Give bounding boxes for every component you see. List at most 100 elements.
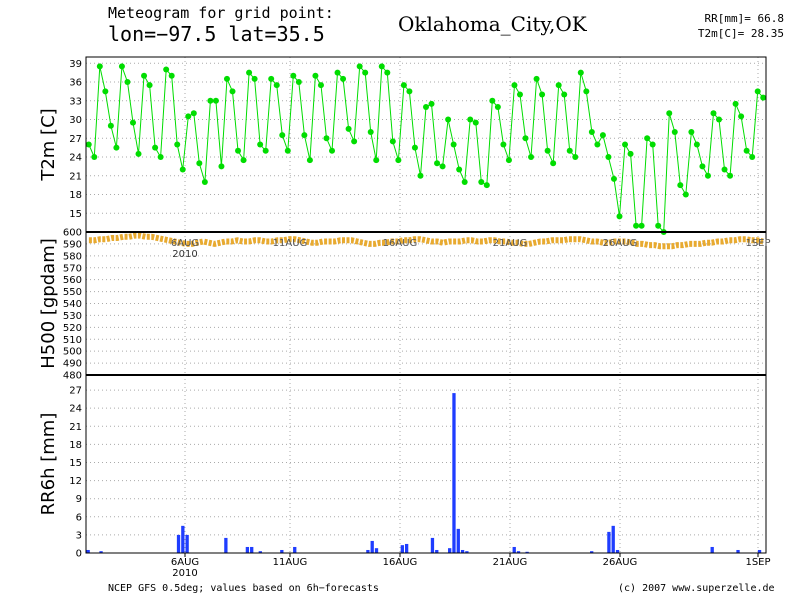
t2m-point (528, 154, 535, 160)
t2m-point (85, 141, 92, 148)
t2m-point (616, 213, 623, 220)
t2m-point (295, 79, 302, 85)
y-tick-label: 500 (63, 347, 82, 358)
t2m-point (367, 129, 374, 135)
t2m-point (400, 82, 407, 89)
title-line-2: lon=−97.5 lat=35.5 (108, 22, 325, 46)
t2m-point (146, 82, 153, 89)
t2m-point (251, 75, 258, 82)
t2m-point (461, 179, 468, 185)
t2m-point (279, 132, 286, 139)
y-tick-label: 15 (69, 209, 82, 220)
t2m-point (716, 116, 723, 123)
t2m-point (721, 166, 728, 173)
y-tick-label: 30 (69, 115, 82, 126)
y-tick-label: 0 (76, 549, 82, 560)
y-axis-label: T2m [C] (38, 108, 59, 181)
y-tick-label: 27 (69, 386, 82, 397)
rr6h-bar (430, 537, 435, 553)
t2m-point (483, 182, 490, 189)
rr6h-bar (757, 549, 762, 553)
t2m-point (594, 141, 601, 148)
t2m-point (174, 141, 181, 148)
rr6h-bar (607, 531, 611, 553)
t2m-point (666, 110, 673, 117)
x-tick-label-mid: 16AUG (383, 238, 418, 249)
footer-credit: (c) 2007 www.superzelle.de (618, 583, 775, 594)
t2m-point (268, 75, 275, 82)
rr6h-bar (258, 551, 262, 553)
t2m-point (505, 157, 512, 164)
t2m-point (423, 104, 429, 110)
rr6h-bar (611, 525, 615, 553)
y-tick-label: 510 (63, 335, 82, 346)
rr-total-readout: RR[mm]= 66.8 (704, 12, 784, 25)
t2m-point (655, 222, 662, 229)
y-tick-label: 530 (63, 311, 82, 322)
y-tick-label: 18 (69, 440, 82, 451)
t2m-point (456, 166, 463, 173)
y-tick-label: 21 (69, 171, 82, 182)
t2m-point (152, 144, 159, 151)
y-tick-label: 15 (69, 458, 82, 469)
y-axis-label: H500 [gpdam] (38, 238, 59, 369)
rr6h-bar (435, 549, 439, 553)
t2m-point (434, 160, 441, 167)
t2m-point (185, 113, 192, 120)
t2m-point (727, 172, 734, 179)
x-tick-label: 6AUG (171, 557, 199, 568)
t2m-point (704, 172, 711, 179)
t2m-point (135, 150, 142, 157)
y-tick-label: 560 (63, 275, 82, 286)
rr6h-bar (176, 534, 181, 553)
y-tick-label: 540 (63, 299, 82, 310)
t2m-point (196, 160, 203, 167)
t2m-point (605, 154, 612, 160)
y-tick-label: 18 (69, 190, 82, 201)
t2m-point (246, 69, 253, 76)
t2m-point (351, 138, 358, 145)
y-tick-label: 39 (69, 59, 82, 70)
t2m-point (301, 132, 308, 139)
x-tick-label-mid: 11AUG (273, 238, 308, 249)
t2m-point (356, 63, 363, 70)
y-tick-label: 600 (63, 228, 82, 239)
t2m-point (500, 141, 507, 148)
t2m-point (340, 75, 347, 82)
t2m-point (428, 100, 435, 107)
rr6h-bar (590, 551, 594, 553)
t2m-point (439, 163, 446, 170)
t2m-point (599, 132, 606, 139)
t2m-point (638, 222, 645, 229)
t2m-point (749, 154, 756, 160)
y-tick-label: 33 (69, 96, 82, 107)
x-tick-label-mid: 26AUG (603, 238, 638, 249)
t2m-point (577, 69, 584, 76)
t2m-point (411, 144, 418, 151)
rr6h-bar (280, 549, 284, 553)
y-tick-label: 24 (69, 404, 82, 415)
t2m-point (141, 72, 148, 79)
y-tick-label: 21 (69, 422, 82, 433)
t2m-point (649, 141, 656, 148)
t2m-point (544, 147, 551, 154)
t2m-point (511, 82, 518, 89)
rr6h-bar (460, 549, 465, 553)
t2m-point (738, 113, 745, 120)
t2m-point (699, 163, 706, 170)
y-tick-label: 570 (63, 263, 82, 274)
y-tick-label: 6 (76, 512, 82, 523)
t2m-point (384, 69, 391, 76)
t2m-point (345, 125, 352, 132)
t2m-point (472, 119, 479, 126)
t2m-point (179, 166, 186, 173)
t2m-point (118, 63, 125, 70)
t2m-point (378, 63, 385, 70)
t2m-point (572, 154, 579, 160)
t2m-point (732, 100, 739, 107)
t2m-series-line (88, 65, 764, 234)
t2m-point (760, 94, 767, 101)
t2m-point (533, 75, 540, 82)
t2m-point (157, 154, 164, 160)
